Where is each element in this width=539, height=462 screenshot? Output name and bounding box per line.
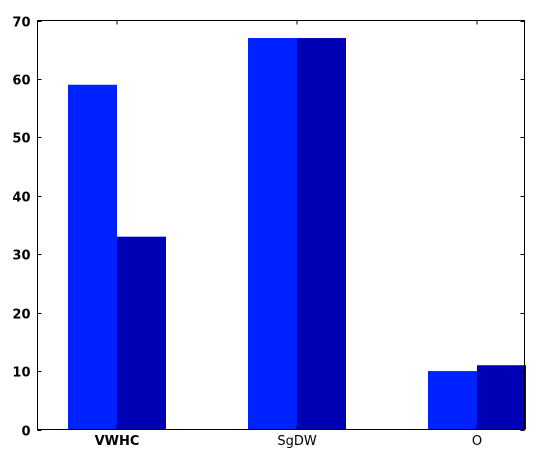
plot-frame [37,20,525,430]
y-tick-label: 70 [12,16,30,31]
y-tick-label: 50 [12,132,30,147]
labels-layer: VWHC SgDW O 0 10 20 30 40 50 60 70 [12,16,482,450]
y-tick-label: 10 [12,366,30,381]
y-tick-label: 40 [12,191,30,206]
bar-vwhc-series-1 [68,84,117,430]
bar-vwhc-series-2 [117,236,166,430]
bar-sgdw-series-2 [297,38,346,430]
bar-o-series-2 [477,365,526,430]
y-tick-label: 20 [12,308,30,323]
bar-sgdw-series-1 [248,38,297,430]
ticks-layer [37,20,525,431]
bar-o-series-1 [428,371,477,430]
x-tick-label: VWHC [95,434,140,449]
y-tick-label: 0 [21,425,30,440]
y-tick-label: 30 [12,249,30,264]
y-tick-label: 60 [12,74,30,89]
bars-layer [68,38,526,430]
x-tick-label: O [472,434,482,449]
x-tick-label: SgDW [277,434,317,449]
